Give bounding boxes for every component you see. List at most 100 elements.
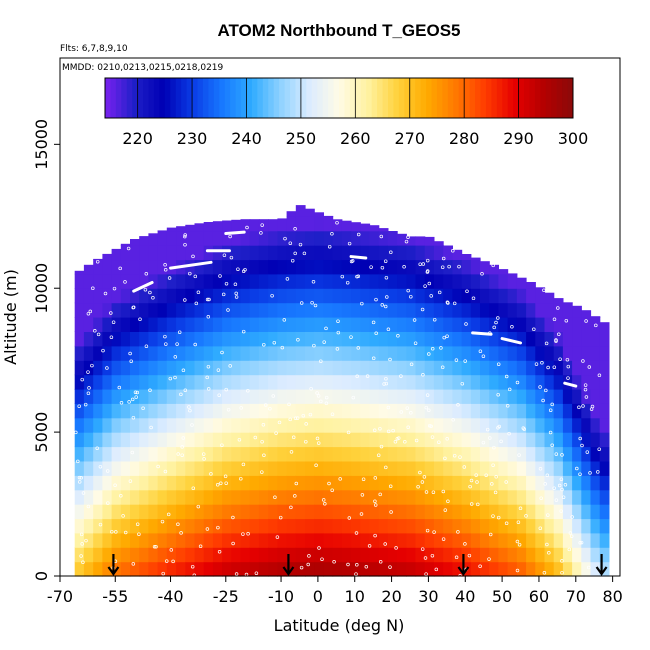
heatmap-cell <box>433 417 444 433</box>
heatmap-cell <box>406 403 417 419</box>
observation-point <box>423 556 428 560</box>
observation-point <box>554 339 558 343</box>
heatmap-cell <box>212 504 223 520</box>
heatmap-cell <box>489 561 499 577</box>
heatmap-cell <box>111 374 122 390</box>
observation-point <box>380 303 385 307</box>
heatmap-cell <box>433 360 444 376</box>
heatmap-cell <box>277 317 288 332</box>
heatmap-cell <box>102 288 113 304</box>
observation-point <box>413 341 418 345</box>
heatmap-cell <box>249 388 260 404</box>
observation-point <box>481 354 486 358</box>
observation-point <box>193 274 198 279</box>
heatmap-cell <box>314 230 324 246</box>
observation-point <box>304 439 308 444</box>
heatmap-cell <box>433 489 444 505</box>
heatmap-cell <box>295 446 306 462</box>
observation-point <box>383 304 388 309</box>
heatmap-cell <box>581 504 592 520</box>
heatmap-cell <box>480 261 490 275</box>
heatmap-cell <box>424 245 435 261</box>
colorbar-segment <box>398 78 405 118</box>
heatmap-cell <box>203 475 214 491</box>
observation-point <box>491 463 495 467</box>
heatmap-cell <box>397 345 407 361</box>
heatmap-cell <box>268 489 278 505</box>
colorbar-segment <box>219 78 226 118</box>
heatmap-cell <box>157 403 168 419</box>
colorbar-segment <box>246 78 253 118</box>
heatmap-cell <box>360 460 371 476</box>
heatmap-cell <box>258 230 269 246</box>
heatmap-cell <box>277 331 288 347</box>
heatmap-cell <box>489 288 499 304</box>
heatmap-cell <box>240 417 251 433</box>
heatmap-cell <box>74 331 85 347</box>
heatmap-cell <box>240 446 251 462</box>
heatmap-cell <box>507 417 518 433</box>
heatmap-cell <box>341 345 352 361</box>
heatmap-cell <box>516 561 527 577</box>
heatmap-cell <box>387 231 398 246</box>
heatmap-cell <box>74 403 85 419</box>
observation-point <box>105 366 109 370</box>
heatmap-cell <box>599 388 610 404</box>
heatmap-cell <box>185 302 196 318</box>
observation-point <box>271 394 276 398</box>
heatmap-cell <box>351 432 361 448</box>
observation-point <box>216 368 221 372</box>
heatmap-cell <box>240 460 251 476</box>
observation-point <box>365 374 370 378</box>
heatmap-cell <box>369 403 380 419</box>
heatmap-cell <box>139 403 149 419</box>
heatmap-cell <box>544 489 555 505</box>
heatmap-cell <box>369 374 380 390</box>
heatmap-cell <box>185 360 196 376</box>
heatmap-cell <box>111 489 122 505</box>
observation-point <box>383 542 387 546</box>
observation-point <box>540 361 544 365</box>
heatmap-cell <box>406 331 417 347</box>
observation-point <box>191 486 196 490</box>
heatmap-cell <box>240 547 251 563</box>
colorbar-tick-label: 260 <box>340 129 371 148</box>
observation-point <box>241 462 246 467</box>
heatmap-cell <box>93 417 103 433</box>
heatmap-cell <box>461 417 472 433</box>
heatmap-cell <box>111 288 122 304</box>
observation-point <box>423 284 427 288</box>
heatmap-cell <box>277 547 288 563</box>
heatmap-cell <box>332 403 343 419</box>
heatmap-cell <box>286 360 297 376</box>
observation-point <box>376 453 381 457</box>
heatmap-cell <box>360 475 371 491</box>
heatmap-cell <box>406 288 417 304</box>
heatmap-cell <box>332 446 343 462</box>
heatmap-cell <box>433 518 444 534</box>
heatmap-cell <box>83 518 94 534</box>
heatmap-cell <box>139 547 149 563</box>
heatmap-cell <box>433 432 444 448</box>
heatmap-cell <box>130 331 140 347</box>
heatmap-cell <box>120 532 131 548</box>
heatmap-cell <box>83 475 94 491</box>
heatmap-cell <box>148 432 159 448</box>
heatmap-cell <box>120 475 131 491</box>
heatmap-cell <box>314 216 324 232</box>
observation-point <box>93 329 97 333</box>
observation-point <box>260 470 264 474</box>
observation-point <box>293 227 297 231</box>
heatmap-cell <box>277 302 288 318</box>
heatmap-cell <box>176 475 186 491</box>
heatmap-cell <box>341 561 352 577</box>
observation-point <box>505 404 510 408</box>
heatmap-cell <box>295 345 306 361</box>
heatmap-cell <box>323 417 334 433</box>
heatmap-cell <box>176 460 186 476</box>
heatmap-cell <box>194 374 205 390</box>
heatmap-cell <box>166 417 177 433</box>
observation-point <box>515 539 520 544</box>
heatmap-cell <box>240 259 251 275</box>
heatmap-cell <box>120 302 131 318</box>
